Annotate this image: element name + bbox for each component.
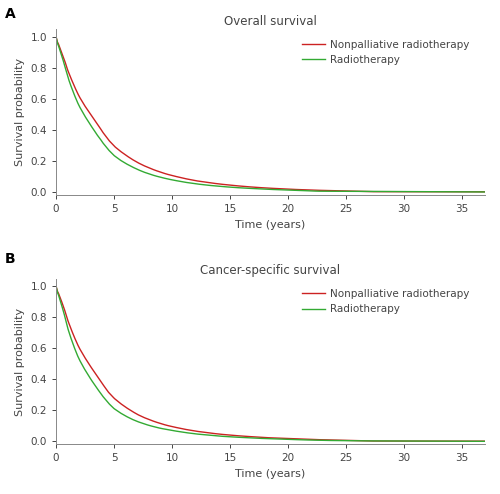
Legend: Nonpalliative radiotherapy, Radiotherapy: Nonpalliative radiotherapy, Radiotherapy [300,287,471,317]
Text: B: B [5,252,15,266]
X-axis label: Time (years): Time (years) [236,469,306,479]
Title: Cancer-specific survival: Cancer-specific survival [200,264,340,277]
X-axis label: Time (years): Time (years) [236,220,306,230]
Y-axis label: Survival probability: Survival probability [15,58,25,166]
Y-axis label: Survival probability: Survival probability [15,307,25,415]
Legend: Nonpalliative radiotherapy, Radiotherapy: Nonpalliative radiotherapy, Radiotherapy [300,38,471,67]
Title: Overall survival: Overall survival [224,15,317,28]
Text: A: A [5,7,16,21]
